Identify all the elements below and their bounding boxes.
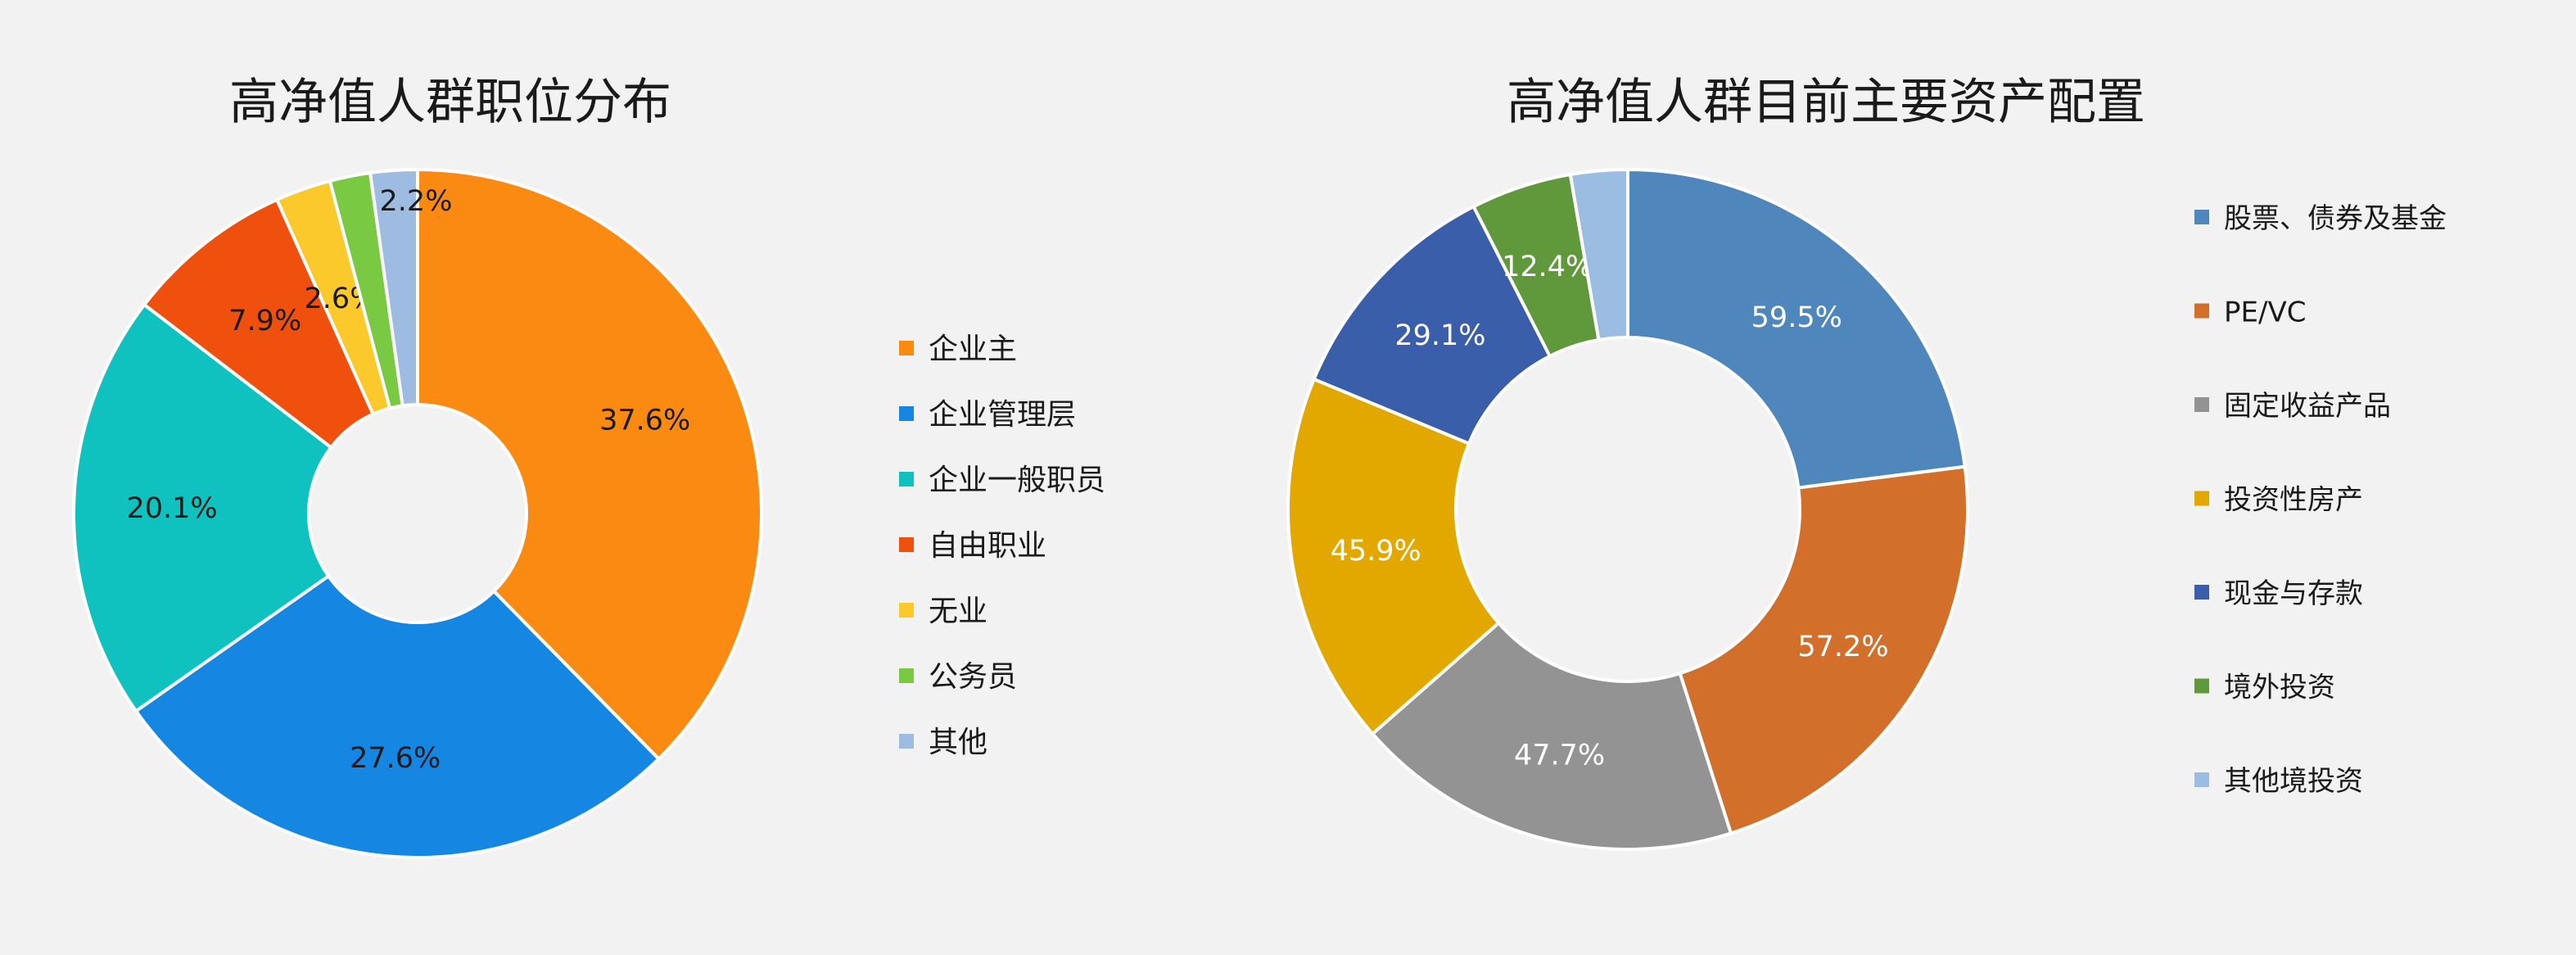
slice-0-1: [133, 573, 662, 859]
slice-0-3: [142, 197, 376, 450]
legend-swatch-1-4: [2194, 585, 2209, 600]
legend-label-1-6: 其他境投资: [2224, 765, 2363, 798]
slice-1-4: [1312, 204, 1552, 446]
legend-swatch-0-2: [899, 472, 914, 487]
data-label-1-5: 12.4%: [1502, 251, 1593, 283]
data-label-1-3: 45.9%: [1331, 535, 1421, 568]
data-label-0-0: 37.6%: [599, 404, 690, 437]
pie-asset-allocation: 59.5% 57.2% 47.7% 45.9% 29.1% 12.4%: [1286, 167, 1969, 851]
chart-title-job-distribution: 高净值人群职位分布: [229, 74, 671, 131]
data-label-1-0: 59.5%: [1751, 301, 1842, 334]
legend-swatch-0-6: [899, 734, 914, 749]
legend-label-1-3: 投资性房产: [2224, 484, 2363, 517]
data-label-0-6: 2.2%: [380, 185, 453, 218]
slice-1-6: [1568, 167, 1629, 342]
legend-label-0-0: 企业主: [929, 333, 1017, 366]
legend-swatch-0-0: [899, 341, 914, 355]
legend-label-1-0: 股票、债券及基金: [2224, 202, 2447, 235]
legend-swatch-1-3: [2194, 491, 2209, 506]
slice-1-0: [1626, 167, 1967, 490]
data-label-0-1: 27.6%: [350, 742, 441, 775]
legend-label-0-6: 其他: [929, 726, 987, 759]
legend-label-1-4: 现金与存款: [2224, 577, 2363, 610]
legend-swatch-0-3: [899, 537, 914, 552]
legend-label-1-1: PE/VC: [2224, 296, 2306, 329]
data-label-0-3: 7.9%: [228, 305, 301, 337]
legend-swatch-0-1: [899, 406, 914, 421]
legend-swatch-1-5: [2194, 678, 2209, 694]
legend-label-0-4: 无业: [929, 595, 987, 628]
data-label-1-2: 47.7%: [1514, 740, 1605, 772]
legend-swatch-1-6: [2194, 772, 2209, 787]
legend-label-0-5: 公务员: [929, 660, 1017, 694]
pie-job-distribution: 37.6%27.6%20.1%7.9%2.6%2.2%: [72, 167, 763, 859]
legend-swatch-1-1: [2194, 303, 2209, 319]
slice-1-1: [1678, 464, 1969, 835]
slice-0-0: [416, 167, 763, 762]
legend-swatch-1-0: [2194, 210, 2209, 224]
chart-title-asset-allocation: 高净值人群目前主要资产配置: [1507, 74, 2145, 131]
slice-0-2: [72, 302, 334, 713]
slice-1-3: [1286, 377, 1502, 736]
legend-swatch-0-4: [899, 603, 914, 618]
legend-label-0-2: 企业一般职员: [929, 464, 1105, 497]
legend-label-0-3: 自由职业: [929, 529, 1046, 563]
slice-0-6: [368, 167, 419, 408]
legend-label-1-2: 固定收益产品: [2224, 390, 2391, 423]
legend-label-0-1: 企业管理层: [929, 398, 1076, 432]
data-label-1-4: 29.1%: [1394, 319, 1485, 352]
legend-swatch-1-2: [2194, 397, 2209, 412]
data-label-1-1: 57.2%: [1797, 631, 1888, 663]
legend-label-1-5: 境外投资: [2224, 672, 2335, 704]
legend-swatch-0-5: [899, 668, 914, 683]
slice-1-2: [1370, 620, 1733, 851]
data-label-0-2: 20.1%: [126, 492, 217, 525]
